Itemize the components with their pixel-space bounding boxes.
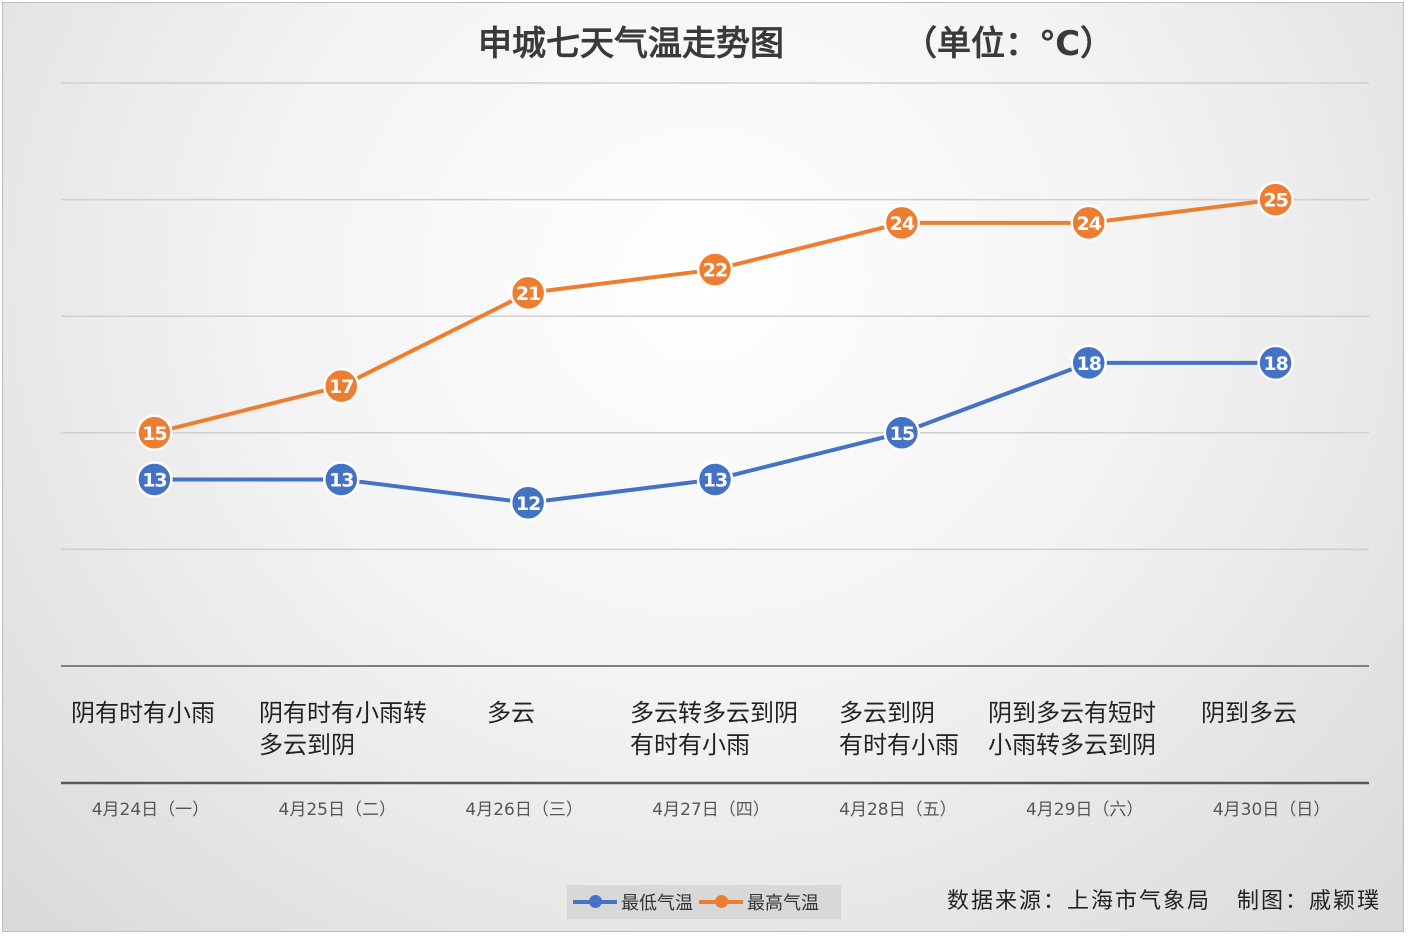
source-note: 数据来源：上海市气象局 制图：戚颖璞 (947, 883, 1381, 915)
data-point (1257, 344, 1294, 382)
data-label: 12 (516, 493, 540, 515)
legend-swatch-high (699, 895, 743, 908)
x-tick-label: 4月30日（日） (1213, 800, 1330, 820)
data-label: 18 (1263, 353, 1288, 375)
weather-description: 有时有小雨 (630, 731, 750, 759)
chart-title: 申城七天气温走势图 (478, 24, 784, 64)
data-label: 24 (1076, 213, 1101, 235)
data-point (509, 274, 547, 312)
data-label: 13 (329, 469, 353, 491)
data-point (1070, 204, 1107, 242)
data-source-text: 数据来源：上海市气象局 (946, 889, 1211, 914)
data-point (136, 461, 173, 498)
chart-credit-text: 制图：戚颖璞 (1236, 889, 1381, 914)
legend-item-high: 最高气温 (699, 889, 819, 915)
data-point (883, 204, 921, 242)
legend-label-high: 最高气温 (747, 893, 819, 914)
weather-description: 小雨转多云到阴 (988, 731, 1156, 759)
data-point (323, 367, 360, 405)
data-label: 24 (890, 213, 915, 235)
data-label: 13 (703, 469, 727, 491)
x-tick-label: 4月25日（二） (279, 800, 396, 820)
chart-legend: 最低气温 最高气温 (567, 885, 841, 919)
x-tick-label: 4月24日（一） (92, 800, 209, 820)
data-label: 21 (516, 283, 540, 305)
x-tick-label: 4月28日（五） (839, 800, 956, 820)
data-label: 13 (142, 469, 166, 491)
legend-item-low: 最低气温 (573, 889, 693, 915)
weather-description: 阴有时有小雨转 (259, 699, 427, 727)
data-point (696, 251, 734, 288)
weather-description: 阴有时有小雨 (71, 699, 215, 727)
legend-swatch-low (573, 895, 617, 908)
weather-description: 多云转多云到阴 (630, 699, 798, 727)
x-tick-label: 4月29日（六） (1026, 800, 1143, 820)
data-label: 25 (1263, 190, 1287, 212)
data-point (136, 414, 173, 452)
x-tick-label: 4月26日（三） (465, 800, 582, 820)
weather-description: 多云 (487, 699, 535, 727)
data-label: 18 (1076, 353, 1101, 375)
data-point (883, 414, 921, 452)
data-label: 15 (890, 423, 914, 445)
weather-description: 多云到阴 (259, 731, 355, 759)
weather-description: 阴到多云 (1201, 699, 1297, 727)
weather-description: 有时有小雨 (839, 731, 959, 759)
weather-description: 阴到多云有短时 (988, 699, 1156, 727)
weather-description: 多云到阴 (839, 699, 935, 727)
data-label: 15 (142, 423, 166, 445)
data-label: 17 (329, 376, 353, 398)
chart-unit-label: （单位：℃） (903, 24, 1114, 64)
data-point (1070, 344, 1107, 382)
data-point (696, 461, 734, 498)
x-tick-label: 4月27日（四） (652, 800, 769, 820)
legend-label-low: 最低气温 (621, 893, 693, 914)
data-label: 22 (703, 260, 727, 282)
data-point (323, 461, 360, 498)
data-point (1257, 181, 1294, 218)
data-point (509, 484, 547, 522)
